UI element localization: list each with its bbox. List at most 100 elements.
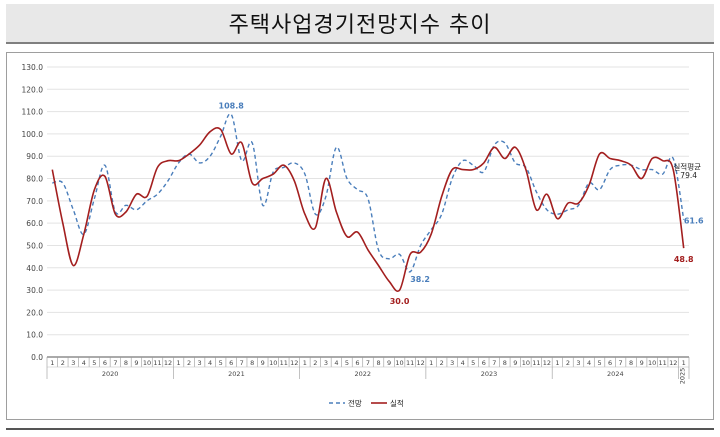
data-point-forecast xyxy=(283,166,285,168)
x-tick-label: 4 xyxy=(82,359,86,367)
data-point-forecast xyxy=(525,166,527,168)
data-point-actual xyxy=(430,233,432,235)
data-point-forecast xyxy=(93,197,95,199)
x-tick-label: 10 xyxy=(143,359,151,367)
data-label: 61.6 xyxy=(684,217,704,226)
x-tick-label: 4 xyxy=(208,359,212,367)
data-point-actual xyxy=(188,153,190,155)
data-point-actual xyxy=(567,202,569,204)
data-point-forecast xyxy=(251,142,253,144)
y-tick-label: 20.0 xyxy=(26,308,43,317)
year-label: 2024 xyxy=(607,370,624,378)
data-point-actual xyxy=(104,175,106,177)
avg-value: 79.4 xyxy=(680,171,697,180)
data-point-actual xyxy=(462,168,464,170)
y-tick-label: 100.0 xyxy=(22,130,44,139)
data-point-forecast xyxy=(262,204,264,206)
y-tick-label: 120.0 xyxy=(22,85,44,94)
x-tick-label: 12 xyxy=(543,359,551,367)
x-tick-label: 1 xyxy=(429,359,433,367)
x-tick-label: 5 xyxy=(345,359,349,367)
data-point-actual xyxy=(283,164,285,166)
data-point-forecast xyxy=(156,193,158,195)
x-tick-label: 10 xyxy=(648,359,656,367)
data-point-forecast xyxy=(472,164,474,166)
x-tick-label: 7 xyxy=(240,359,244,367)
data-point-forecast xyxy=(198,162,200,164)
data-point-actual xyxy=(683,247,685,249)
data-point-actual xyxy=(272,173,274,175)
data-point-actual xyxy=(409,253,411,255)
data-point-forecast xyxy=(640,168,642,170)
x-tick-label: 8 xyxy=(376,359,380,367)
x-tick-label: 4 xyxy=(587,359,591,367)
data-point-actual xyxy=(51,168,53,170)
data-point-forecast xyxy=(440,213,442,215)
data-point-actual xyxy=(156,166,158,168)
data-point-forecast xyxy=(114,211,116,213)
data-point-forecast xyxy=(241,159,243,161)
data-point-actual xyxy=(241,142,243,144)
x-tick-label: 10 xyxy=(395,359,403,367)
data-point-forecast xyxy=(62,182,64,184)
data-point-forecast xyxy=(598,188,600,190)
data-point-forecast xyxy=(177,162,179,164)
data-point-forecast xyxy=(377,249,379,251)
x-tick-label: 12 xyxy=(164,359,172,367)
y-tick-label: 130.0 xyxy=(22,63,44,72)
series-line-actual xyxy=(51,127,685,292)
data-point-actual xyxy=(377,264,379,266)
x-tick-label: 5 xyxy=(219,359,223,367)
year-label: 2025 xyxy=(679,368,687,385)
data-point-actual xyxy=(609,157,611,159)
data-point-actual xyxy=(251,182,253,184)
data-point-actual xyxy=(388,280,390,282)
x-tick-label: 8 xyxy=(629,359,633,367)
x-tick-label: 4 xyxy=(334,359,338,367)
x-tick-label: 11 xyxy=(659,359,667,367)
x-tick-label: 11 xyxy=(280,359,288,367)
x-tick-label: 3 xyxy=(198,359,202,367)
x-tick-label: 7 xyxy=(366,359,370,367)
data-point-actual xyxy=(483,162,485,164)
y-tick-label: 0.0 xyxy=(31,353,43,362)
data-point-actual xyxy=(356,231,358,233)
data-point-forecast xyxy=(293,162,295,164)
data-point-actual xyxy=(588,184,590,186)
data-point-forecast xyxy=(167,180,169,182)
data-point-forecast xyxy=(356,188,358,190)
data-point-actual xyxy=(367,249,369,251)
data-point-actual xyxy=(62,222,64,224)
x-tick-label: 3 xyxy=(324,359,328,367)
data-point-actual xyxy=(577,202,579,204)
legend-label-forecast: 전망 xyxy=(348,398,362,408)
y-tick-label: 50.0 xyxy=(26,241,43,250)
data-point-actual xyxy=(314,226,316,228)
x-tick-label: 5 xyxy=(92,359,96,367)
data-point-actual xyxy=(661,159,663,161)
data-point-actual xyxy=(125,211,127,213)
data-point-forecast xyxy=(430,229,432,231)
y-tick-label: 40.0 xyxy=(26,264,43,273)
x-tick-label: 5 xyxy=(597,359,601,367)
x-tick-label: 9 xyxy=(640,359,644,367)
data-point-forecast xyxy=(72,209,74,211)
title-bar: 주택사업경기전망지수 추이 xyxy=(6,4,714,44)
data-point-forecast xyxy=(462,159,464,161)
data-point-actual xyxy=(440,195,442,197)
x-tick-label: 6 xyxy=(103,359,107,367)
data-point-forecast xyxy=(567,209,569,211)
x-tick-label: 7 xyxy=(619,359,623,367)
data-point-forecast xyxy=(419,244,421,246)
line-chart: 0.0 10.0 20.0 30.0 40.0 50.0 60.0 70.0 80.0 90.0 1… xyxy=(22,63,705,408)
data-point-forecast xyxy=(451,177,453,179)
data-point-actual xyxy=(556,217,558,219)
x-tick-label: 2 xyxy=(313,359,317,367)
data-point-actual xyxy=(619,159,621,161)
data-point-forecast xyxy=(483,171,485,173)
x-tick-label: 8 xyxy=(124,359,128,367)
x-tick-label: 11 xyxy=(406,359,414,367)
x-tick-label: 7 xyxy=(113,359,117,367)
data-point-forecast xyxy=(609,168,611,170)
x-tick-label: 11 xyxy=(153,359,161,367)
